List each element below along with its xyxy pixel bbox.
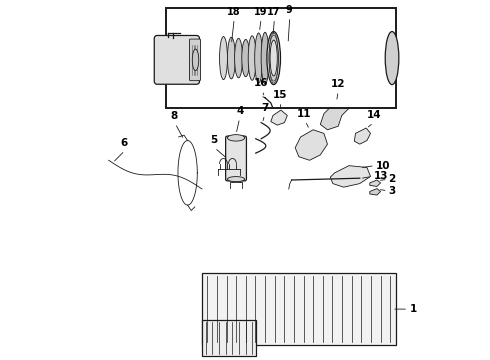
Text: 5: 5 xyxy=(210,135,217,145)
Ellipse shape xyxy=(385,32,399,85)
Text: 2: 2 xyxy=(389,174,396,184)
Bar xyxy=(166,8,395,108)
Ellipse shape xyxy=(255,33,263,83)
Text: 9: 9 xyxy=(286,5,293,15)
Ellipse shape xyxy=(270,40,277,76)
Ellipse shape xyxy=(227,177,245,181)
Ellipse shape xyxy=(261,32,269,84)
FancyBboxPatch shape xyxy=(190,39,200,81)
Ellipse shape xyxy=(235,39,243,78)
Text: 19: 19 xyxy=(254,7,267,17)
Text: 13: 13 xyxy=(373,171,388,181)
Polygon shape xyxy=(354,128,370,144)
Ellipse shape xyxy=(192,49,199,71)
Bar xyxy=(202,320,256,356)
Text: 17: 17 xyxy=(267,7,280,17)
Text: 6: 6 xyxy=(121,138,128,148)
Polygon shape xyxy=(271,110,287,125)
FancyBboxPatch shape xyxy=(154,36,199,84)
Bar xyxy=(202,273,395,345)
Polygon shape xyxy=(330,166,370,187)
Text: 8: 8 xyxy=(171,111,178,121)
Polygon shape xyxy=(320,101,349,130)
Text: 3: 3 xyxy=(389,186,396,196)
Polygon shape xyxy=(295,130,327,160)
Text: 1: 1 xyxy=(410,304,417,314)
Text: 11: 11 xyxy=(297,109,312,119)
Text: 4: 4 xyxy=(237,105,244,116)
Ellipse shape xyxy=(227,135,245,141)
Text: 12: 12 xyxy=(331,79,345,89)
Text: 18: 18 xyxy=(227,7,240,17)
Polygon shape xyxy=(370,189,381,195)
Ellipse shape xyxy=(220,37,227,80)
Ellipse shape xyxy=(267,32,280,85)
FancyBboxPatch shape xyxy=(225,136,246,181)
Text: 16: 16 xyxy=(254,78,269,88)
Ellipse shape xyxy=(227,37,235,79)
Text: 10: 10 xyxy=(376,161,391,171)
Text: 15: 15 xyxy=(272,90,287,100)
Ellipse shape xyxy=(248,36,256,80)
Polygon shape xyxy=(370,180,381,186)
Text: 14: 14 xyxy=(367,111,381,121)
Text: 7: 7 xyxy=(261,103,269,113)
Ellipse shape xyxy=(242,40,250,77)
